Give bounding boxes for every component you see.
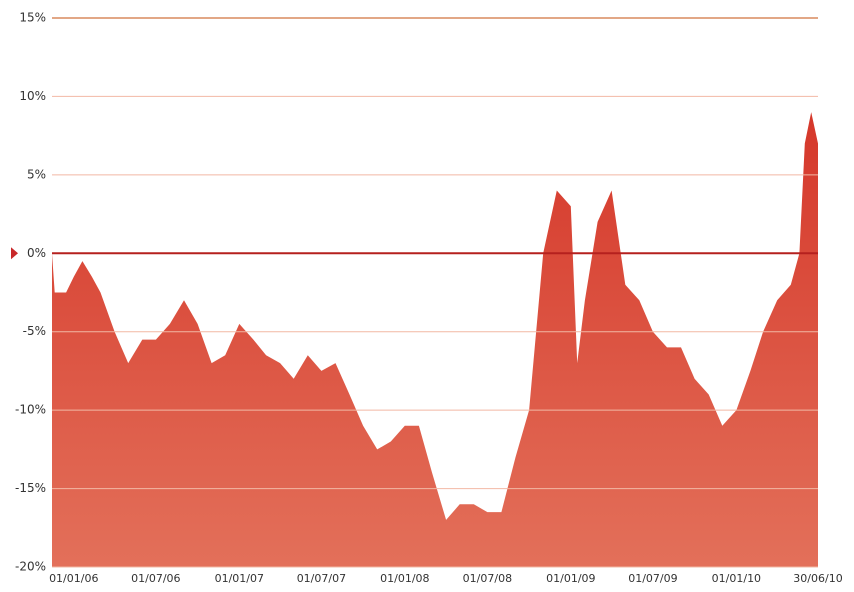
x-tick-label: 01/07/08 xyxy=(463,572,512,585)
y-tick-label: -10% xyxy=(15,403,46,417)
x-tick-label: 01/07/06 xyxy=(131,572,180,585)
y-tick-label: -15% xyxy=(15,481,46,495)
y-tick-label: 15% xyxy=(19,11,46,25)
y-tick-label: -5% xyxy=(23,324,46,338)
x-tick-label: 01/01/06 xyxy=(49,572,98,585)
y-tick-label: 10% xyxy=(19,89,46,103)
y-tick-label: 5% xyxy=(27,167,46,181)
x-tick-label: 01/01/07 xyxy=(215,572,264,585)
x-tick-label: 01/01/09 xyxy=(546,572,595,585)
x-tick-label: 01/01/08 xyxy=(380,572,429,585)
area xyxy=(52,112,818,567)
x-tick-label: 30/06/10 xyxy=(793,572,842,585)
y-tick-label: 0% xyxy=(27,246,46,260)
zero-marker xyxy=(11,247,18,260)
x-tick-label: 01/07/09 xyxy=(628,572,677,585)
y-tick-label: -20% xyxy=(15,560,46,574)
x-tick-label: 01/01/10 xyxy=(712,572,761,585)
x-tick-label: 01/07/07 xyxy=(297,572,346,585)
